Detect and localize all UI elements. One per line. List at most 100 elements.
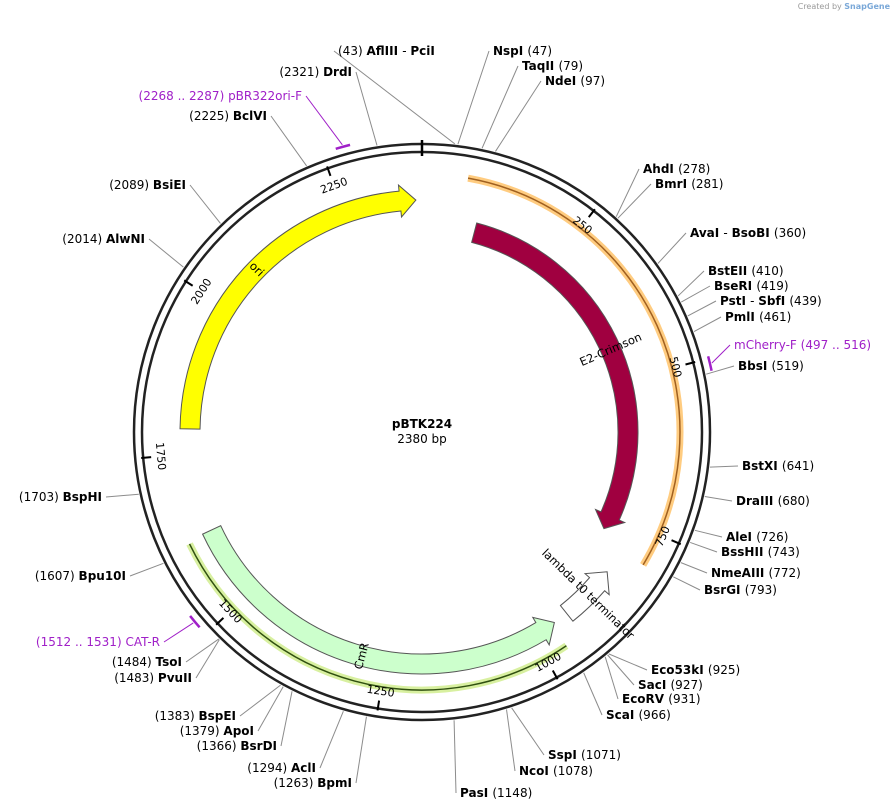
site-leader-line [704,496,733,502]
site-label: BstEII (410) [708,264,784,278]
ruler-tick [551,670,559,680]
enzyme-name: Eco53kI [651,663,708,677]
enzyme-name: ApoI [223,724,254,738]
plasmid-size: 2380 bp [397,432,447,446]
primer-part-b: pBR322ori-F [228,89,302,103]
site-leader-line [680,562,708,574]
enzyme-name: BmrI [655,177,691,191]
feature-highlight-edge [188,543,567,691]
site-position: (1484) [112,655,156,669]
site-position: (1379) [180,724,224,738]
enzyme-name: NspI [493,44,527,58]
site-label: NdeI (97) [545,74,605,88]
snapgene-logo: SnapGene [844,2,890,11]
primer-leader-line [711,344,731,364]
plasmid-name: pBTK224 [392,417,452,431]
primer-part-a: (1512 .. 1531) [36,635,126,649]
enzyme-name: AflIII [366,44,402,58]
site-position: (47) [527,44,552,58]
site-leader-line [239,684,281,717]
site-position: (2225) [189,109,233,123]
primer-part-b: (497 .. 516) [801,338,871,352]
enzyme-name: PciI [410,44,435,58]
site-leader-line [615,168,640,217]
site-leader-line [511,707,545,756]
site-position: (1366) [197,739,241,753]
site-position: (278) [678,162,710,176]
site-leader-line [189,184,221,224]
site-position: (410) [751,264,783,278]
site-position: (461) [759,310,791,324]
ruler-tick-label: 500 [666,355,684,379]
site-label: SacI (927) [638,678,703,692]
enzyme-name: DraIII [736,494,778,508]
site-label: AhdI (278) [643,162,710,176]
site-leader-line [148,238,184,268]
enzyme-name: AclI [291,761,316,775]
enzyme-name: TsoI [156,655,182,669]
site-leader-line [280,691,293,747]
enzyme-name: AlwNI [106,232,145,246]
enzyme-name: AleI [726,530,756,544]
primer-label: (2268 .. 2287) pBR322ori-F [139,89,303,103]
site-leader-line [129,562,164,577]
site-leader-line [607,654,635,686]
site-leader-line [457,50,490,145]
site-leader-line [706,365,735,375]
enzyme-name: SacI [638,678,671,692]
ruler-tick [183,279,194,287]
site-position: (1607) [35,569,79,583]
enzyme-name: BspEI [198,709,236,723]
site-position: (931) [668,692,700,706]
enzyme-name: BsrDI [240,739,277,753]
site-leader-line [105,493,139,498]
site-leader-line [319,710,344,769]
enzyme-name: BstEII [708,264,751,278]
site-label: (2225) BclVI [189,109,267,123]
site-position: (726) [756,530,788,544]
primer-arc [335,143,351,151]
ruler-tick [141,456,152,460]
primer-leader-line [305,95,343,146]
site-label: NcoI (1078) [519,764,593,778]
enzyme-name: ScaI [606,708,639,722]
ruler-tick-label: 1250 [366,683,396,700]
site-leader-line [604,656,619,700]
site-position: (360) [774,226,806,240]
primer-leader-line [163,622,194,643]
site-label: TaqII (79) [522,59,583,73]
feature-label: CmR [351,641,372,671]
ruler-tick-label: 2000 [188,276,214,307]
site-position: (1071) [581,748,621,762]
site-label: DraIII (680) [736,494,810,508]
enzyme-name: SspI [548,748,581,762]
site-label: (1607) Bpu10I [35,569,126,583]
site-label: (1483) PvuII [114,671,192,685]
site-label: EcoRV (931) [622,692,701,706]
site-leader-line [617,183,652,219]
site-label: (1294) AclI [247,761,316,775]
primer-part-a: (2268 .. 2287) [139,89,229,103]
site-label: (1379) ApoI [180,724,254,738]
feature-arrow-ori [179,183,417,430]
site-position: (1263) [274,776,318,790]
site-leader-line [709,465,739,468]
ruler-tick [326,166,332,177]
site-position: (1078) [553,764,593,778]
site-label: PstI - SbfI (439) [720,294,822,308]
site-leader-line [355,71,378,146]
site-leader-line [453,720,457,794]
site-label: (2321) DrdI [279,65,352,79]
site-leader-line [689,541,718,553]
site-leader-line [677,270,705,297]
site-leader-line [195,639,220,679]
feature-highlights [186,174,684,694]
enzyme-name: NcoI [519,764,553,778]
site-position: (925) [708,663,740,677]
snapgene-credit: Created by SnapGene [798,2,890,11]
site-label: (1383) BspEI [155,709,236,723]
enzyme-name: BclVI [233,109,267,123]
feature-arrow-lambda-t0-terminator [559,571,610,622]
site-position: (966) [639,708,671,722]
enzyme-name: PstI [720,294,750,308]
